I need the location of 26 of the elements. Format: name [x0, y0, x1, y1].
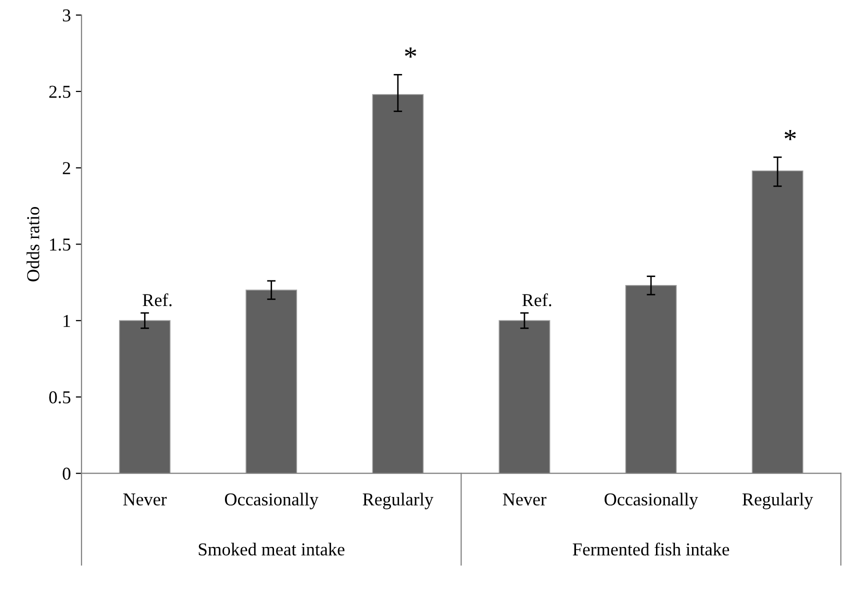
x-tick-label: Never — [502, 494, 546, 506]
bar — [372, 94, 424, 474]
data-label: * — [404, 47, 416, 58]
y-tick-label: 0.5 — [49, 391, 70, 404]
y-axis-title: Odds ratio — [26, 207, 40, 282]
bar — [752, 170, 804, 474]
bar — [246, 290, 298, 474]
y-tick-label: 2.5 — [49, 86, 70, 98]
bar — [498, 320, 550, 474]
y-tick-label: 0 — [62, 468, 70, 480]
data-label: Ref. — [522, 293, 552, 306]
data-label: Ref. — [142, 293, 172, 306]
x-tick-label: Regularly — [362, 492, 434, 510]
bar — [625, 285, 677, 474]
y-tick-label: 1 — [64, 314, 70, 327]
y-tick-label: 1.5 — [50, 238, 70, 251]
bar — [119, 320, 171, 474]
y-tick-label: 2 — [62, 162, 70, 174]
x-tick-label: Regularly — [742, 492, 814, 510]
text: Fermented fish intake — [572, 542, 730, 556]
y-tick-label: 3 — [62, 9, 70, 22]
text: Smoked meat intake — [198, 542, 344, 556]
data-label: * — [784, 130, 796, 140]
x-tick-label: Occasionally — [224, 492, 318, 510]
x-tick-label: Occasionally — [604, 492, 698, 510]
x-tick-label: Never — [123, 494, 167, 506]
